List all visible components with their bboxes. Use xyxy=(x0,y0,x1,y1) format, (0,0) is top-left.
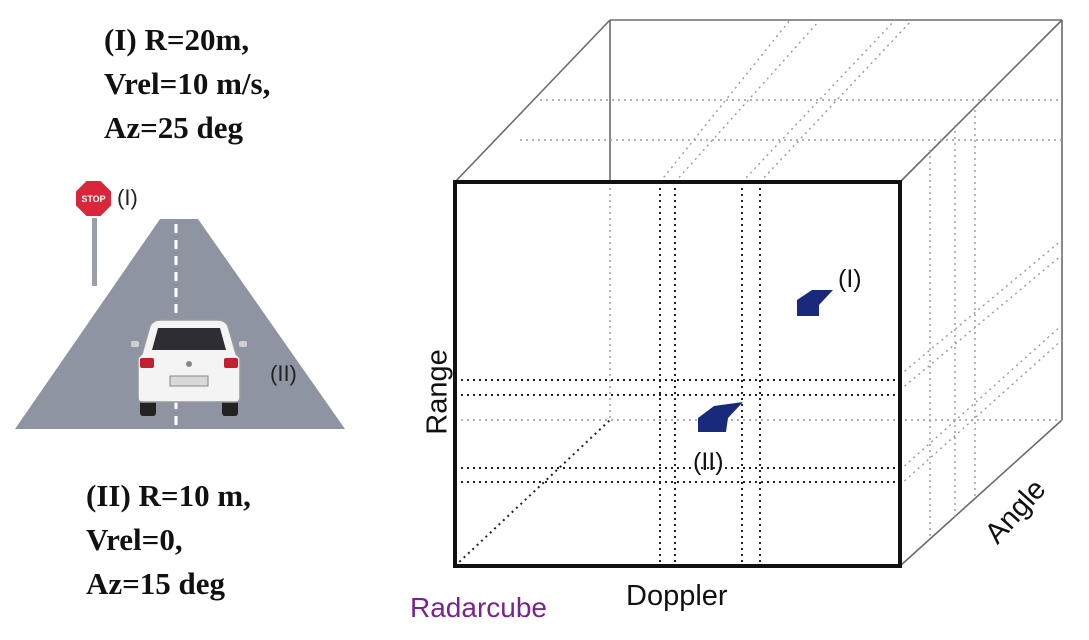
cube-top-right-edge xyxy=(899,19,1063,183)
cube-grid-back xyxy=(455,19,1063,540)
target-i-range: (I) R=20m, xyxy=(104,22,250,57)
target-ii-range: (II) R=10 m, xyxy=(86,478,251,513)
stop-sign-icon: STOP xyxy=(74,179,113,286)
stop-sign-text: STOP xyxy=(81,194,105,204)
target-i-velocity: Vrel=10 m/s, xyxy=(104,66,271,101)
cube-front-face xyxy=(453,180,902,568)
road-scene-illustration: STOP xyxy=(15,179,345,429)
radar-cube-diagram xyxy=(453,19,1063,568)
target-ii-marker xyxy=(698,402,743,432)
radarcube-caption: Radarcube xyxy=(410,592,547,623)
scene-target-ii-label: (II) xyxy=(270,361,297,386)
target-ii-parameters: (II) R=10 m, Vrel=0, Az=15 deg xyxy=(86,474,251,606)
scene-target-i-label: (I) xyxy=(117,185,138,210)
target-i-azimuth: Az=25 deg xyxy=(104,110,244,145)
cube-target-ii-label: (II) xyxy=(693,448,724,476)
target-i-parameters: (I) R=20m, Vrel=10 m/s, Az=25 deg xyxy=(104,18,270,150)
target-ii-velocity: Vrel=0, xyxy=(86,522,183,557)
cube-top-left-edge xyxy=(454,19,611,183)
cube-bottom-right-edge xyxy=(899,419,1063,567)
car-icon xyxy=(131,319,247,416)
range-axis-label: Range xyxy=(421,349,454,435)
cube-target-i-label: (I) xyxy=(838,265,862,293)
target-i-marker xyxy=(797,290,833,316)
doppler-axis-label: Doppler xyxy=(626,580,728,612)
target-ii-azimuth: Az=15 deg xyxy=(86,566,226,601)
cube-grid-front xyxy=(454,182,900,567)
